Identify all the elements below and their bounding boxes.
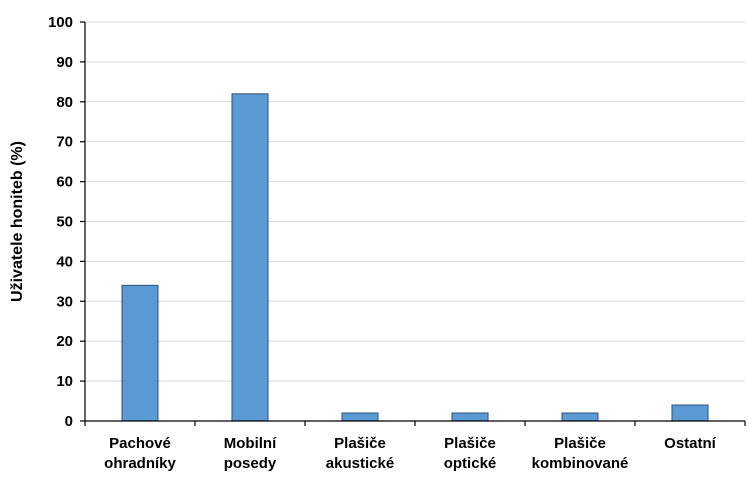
x-tick-label: Ostatní	[664, 435, 717, 452]
y-axis-ticks: 0 10 20 30 40 50 60 70 80 90 100	[48, 14, 85, 430]
y-tick-label: 40	[56, 253, 73, 270]
y-tick-label: 10	[56, 373, 73, 390]
bar	[341, 412, 379, 422]
y-axis-title: Uživatele honiteb (%)	[9, 141, 26, 302]
bar	[561, 412, 599, 422]
x-tick-label: Plašiče optické	[444, 435, 497, 472]
y-tick-label: 70	[56, 134, 73, 151]
gridlines	[85, 21, 745, 382]
y-tick-label: 0	[65, 413, 73, 430]
bar	[451, 412, 489, 422]
y-tick-label: 80	[56, 94, 73, 111]
y-tick-label: 60	[56, 174, 73, 191]
y-tick-label: 100	[48, 14, 73, 31]
y-tick-label: 90	[56, 54, 73, 71]
x-axis-ticks: Pachové ohradníky Mobilní posedy Plašiče akus…	[84, 421, 746, 472]
bar	[231, 93, 269, 422]
x-tick-label: Pachové ohradníky	[104, 435, 176, 472]
y-tick-label: 50	[56, 214, 73, 231]
y-tick-label: 30	[56, 293, 73, 310]
x-tick-label: Plašiče kombinované	[532, 435, 629, 472]
bars	[121, 93, 709, 422]
y-tick-label: 20	[56, 333, 73, 350]
x-tick-label: Mobilní posedy	[224, 435, 277, 472]
bar	[671, 404, 709, 422]
x-tick-label: Plašiče akustické	[326, 435, 394, 472]
bar	[121, 284, 159, 422]
